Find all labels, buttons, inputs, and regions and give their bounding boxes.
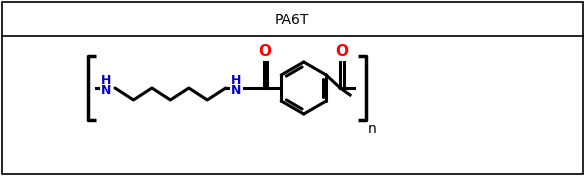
Text: N: N (230, 84, 241, 98)
FancyBboxPatch shape (2, 2, 583, 174)
Text: PA6T: PA6T (275, 13, 309, 27)
Text: n: n (368, 122, 377, 136)
Text: H: H (101, 74, 111, 87)
Text: H: H (230, 74, 241, 87)
Text: N: N (101, 84, 111, 98)
Text: O: O (259, 44, 271, 59)
Text: O: O (335, 44, 348, 59)
